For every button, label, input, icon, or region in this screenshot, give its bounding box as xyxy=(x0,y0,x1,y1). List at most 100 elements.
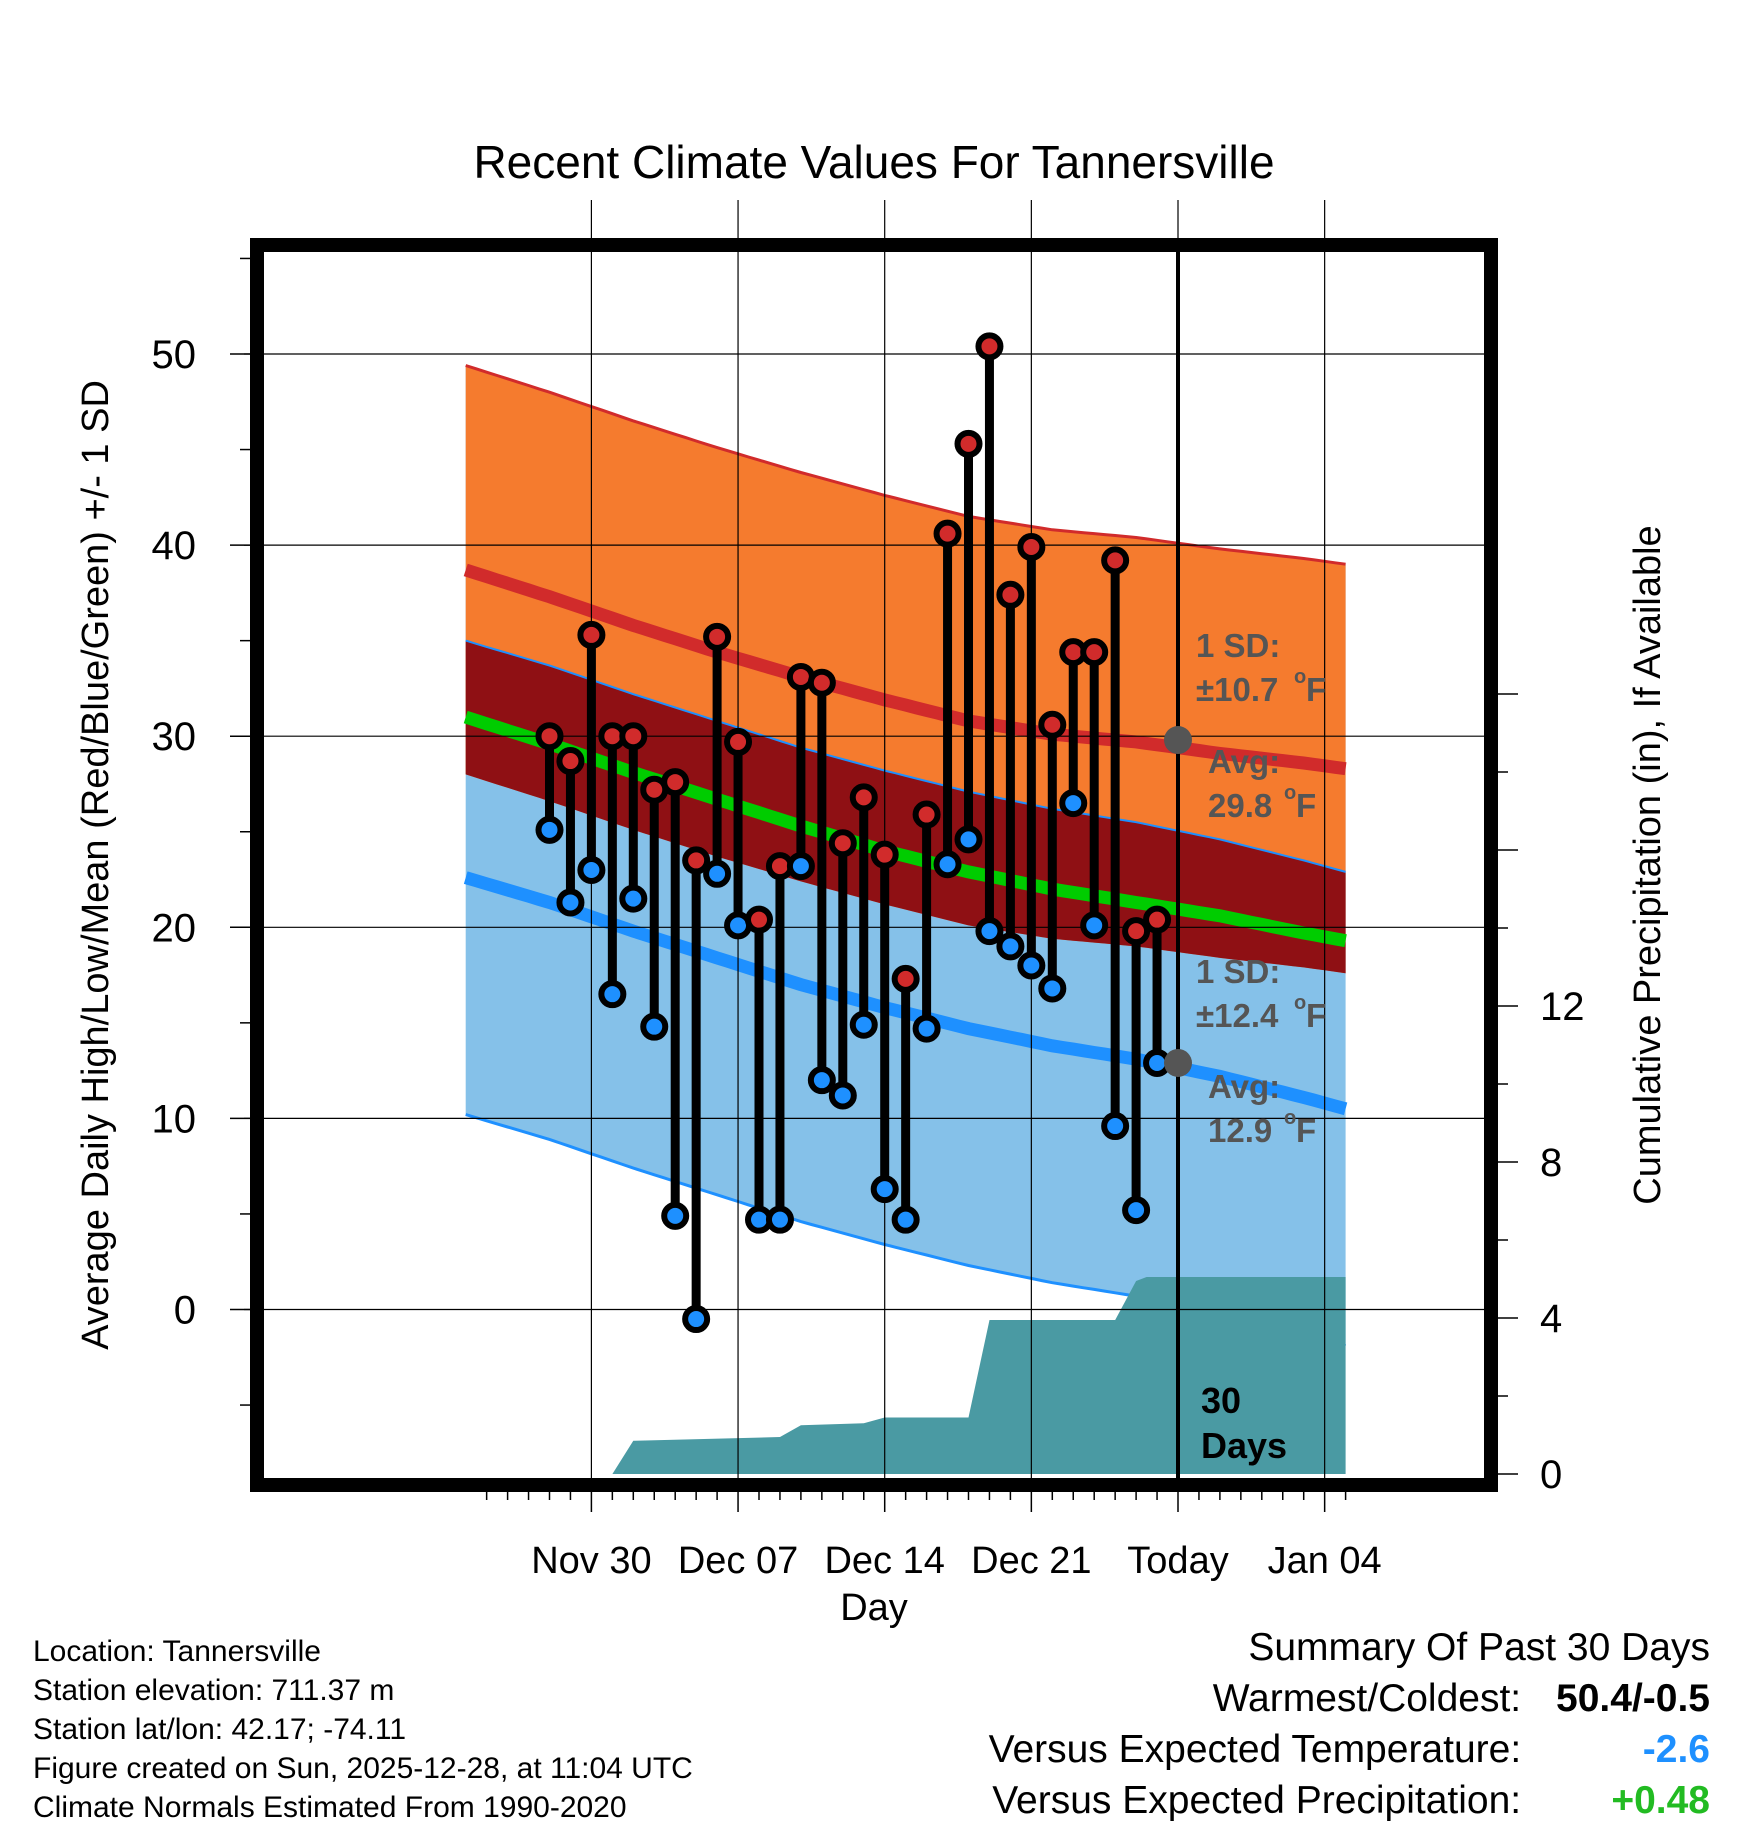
summary-panel: Summary Of Past 30 Days Warmest/Coldest:… xyxy=(989,1622,1710,1826)
plot-frame xyxy=(250,238,1498,1492)
y-tick-label: 30 xyxy=(152,715,197,759)
location-text: Location: Tannersville xyxy=(33,1635,321,1668)
daily-high-point xyxy=(745,905,773,934)
daily-high-point xyxy=(703,622,732,651)
y2-tick-label: 0 xyxy=(1540,1453,1562,1497)
daily-high-point xyxy=(807,668,836,697)
daily-low-point xyxy=(661,1201,690,1230)
summary-title: Summary Of Past 30 Days xyxy=(1248,1626,1710,1669)
y2-tick-label: 12 xyxy=(1540,985,1585,1029)
latlon-text: Station lat/lon: 42.17; -74.11 xyxy=(33,1713,407,1746)
avg-marker xyxy=(1164,1048,1192,1077)
daily-low-point xyxy=(765,1205,794,1234)
warmest-coldest-row: Warmest/Coldest: 50.4/-0.5 xyxy=(989,1673,1710,1724)
avg-marker xyxy=(1164,726,1192,755)
y-tick-label: 10 xyxy=(152,1097,197,1141)
daily-high-point xyxy=(891,964,920,993)
daily-high-point xyxy=(849,783,878,812)
station-info: Location: Tannersville Station elevation… xyxy=(33,1632,693,1827)
y-axis-label: Average Daily High/Low/Mean (Red/Blue/Gr… xyxy=(75,380,117,1350)
daily-low-point xyxy=(849,1010,878,1039)
daily-low-point xyxy=(975,917,1004,946)
daily-high-point xyxy=(1080,638,1109,667)
daily-high-point xyxy=(828,829,857,858)
daily-low-point xyxy=(807,1066,836,1095)
y2-axis-label: Cumulative Precipitation (in), If Availa… xyxy=(1627,525,1669,1204)
unit-label: F xyxy=(1306,997,1326,1034)
precip-value: +0.48 xyxy=(1611,1779,1710,1822)
created-text: Figure created on Sun, 2025-12-28, at 11… xyxy=(33,1752,693,1785)
daily-low-point xyxy=(682,1305,711,1334)
daily-high-point xyxy=(996,580,1025,609)
daily-high-point xyxy=(577,620,606,649)
daily-high-point xyxy=(661,768,690,797)
unit-label: F xyxy=(1306,671,1326,708)
daily-high-point xyxy=(933,519,962,548)
daily-low-point xyxy=(640,1012,669,1041)
temp-row: Versus Expected Temperature: -2.6 xyxy=(989,1724,1710,1775)
high-normal-line xyxy=(463,563,1347,776)
avg-value: 29.8 xyxy=(1208,787,1272,824)
y-tick-label: 40 xyxy=(152,524,197,568)
daily-low-point xyxy=(556,888,585,917)
daily-low-point xyxy=(912,1014,941,1043)
daily-low-point xyxy=(954,825,983,854)
low-upper-sd-line xyxy=(465,639,1346,873)
daily-low-point xyxy=(598,980,627,1009)
y2-tick-label: 4 xyxy=(1540,1297,1562,1341)
daily-low-point xyxy=(933,850,962,879)
daily-high-point xyxy=(954,429,983,458)
daily-low-point xyxy=(577,855,606,884)
daily-low-point xyxy=(1101,1112,1130,1141)
daily-low-point xyxy=(619,884,648,913)
unit-label: F xyxy=(1296,1112,1316,1149)
daily-high-point xyxy=(1017,533,1046,562)
daily-low-point xyxy=(703,859,732,888)
normals-text: Climate Normals Estimated From 1990-2020 xyxy=(33,1791,627,1824)
daily-high-point xyxy=(975,332,1004,361)
daily-high-point xyxy=(682,846,711,875)
y-tick-label: 0 xyxy=(174,1289,196,1333)
sd-value: ±12.4 xyxy=(1196,997,1279,1034)
daily-low-point xyxy=(996,932,1025,961)
daily-low-point xyxy=(828,1081,857,1110)
mean-band xyxy=(465,640,1346,974)
precip-area xyxy=(612,1277,1346,1474)
temp-label: Versus Expected Temperature: xyxy=(988,1728,1522,1771)
chart-title: Recent Climate Values For Tannersville xyxy=(473,136,1274,188)
daily-low-point xyxy=(535,815,564,844)
days-count-label: 30 xyxy=(1201,1380,1241,1421)
daily-low-point xyxy=(891,1205,920,1234)
avg-label: Avg: xyxy=(1208,743,1280,780)
sd-label: 1 SD: xyxy=(1196,627,1280,664)
daily-high-point xyxy=(912,800,941,829)
avg-label: Avg: xyxy=(1208,1068,1280,1105)
daily-high-point xyxy=(556,747,585,776)
y-tick-label: 20 xyxy=(152,906,197,950)
daily-high-point xyxy=(1143,905,1172,934)
x-tick-label: Today xyxy=(1127,1540,1228,1582)
y2-tick-label: 8 xyxy=(1540,1141,1562,1185)
daily-high-point xyxy=(1101,546,1130,575)
daily-low-point xyxy=(1122,1196,1151,1225)
x-tick-label: Dec 21 xyxy=(971,1540,1091,1582)
avg-value: 12.9 xyxy=(1208,1112,1272,1149)
days-count-label: Days xyxy=(1201,1425,1287,1466)
y-tick-label: 50 xyxy=(152,333,197,377)
x-axis-label: Day xyxy=(840,1587,908,1629)
elevation-text: Station elevation: 711.37 m xyxy=(33,1674,395,1707)
daily-low-point xyxy=(1038,974,1067,1003)
unit-label: F xyxy=(1296,787,1316,824)
daily-high-point xyxy=(1122,917,1151,946)
daily-high-point xyxy=(1038,710,1067,739)
warmest-coldest-value: 50.4/-0.5 xyxy=(1556,1677,1710,1720)
degree-mark: o xyxy=(1284,782,1296,804)
daily-low-point xyxy=(1080,911,1109,940)
warmest-coldest-label: Warmest/Coldest: xyxy=(1212,1677,1522,1720)
degree-mark: o xyxy=(1294,992,1306,1014)
x-tick-label: Dec 07 xyxy=(678,1540,798,1582)
daily-high-point xyxy=(724,727,753,756)
daily-high-point xyxy=(870,840,899,869)
x-tick-label: Jan 04 xyxy=(1268,1540,1382,1582)
